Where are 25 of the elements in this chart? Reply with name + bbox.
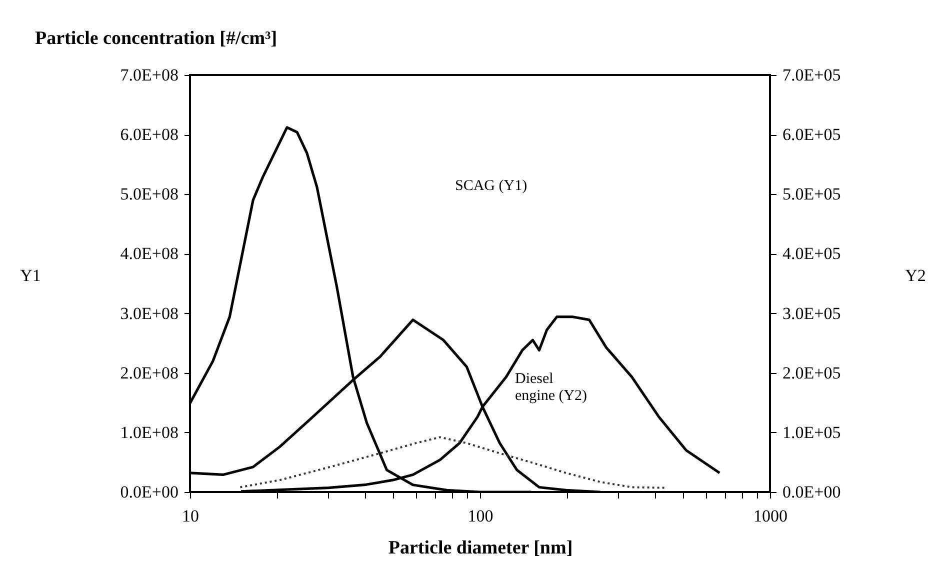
y-tick-label: 0.0E+00 [120, 482, 178, 502]
y2-axis-title: Y2 [905, 266, 926, 285]
chart-title: Particle concentration [#/cm³] [35, 28, 278, 49]
y-tick-label: 2.0E+08 [120, 363, 178, 382]
x-tick-label: 100 [468, 506, 494, 526]
annotation: SCAG (Y1) [455, 178, 528, 194]
y-tick-label: 7.0E+08 [120, 66, 178, 84]
y2-tick-label: 2.0E+05 [782, 363, 841, 382]
y-tick-label: 3.0E+08 [120, 304, 178, 323]
y2-tick-label: 6.0E+05 [782, 125, 841, 144]
y2-tick-label: 3.0E+05 [782, 304, 841, 323]
y2-tick-label: 7.0E+05 [782, 66, 841, 84]
x-tick-label: 1000 [754, 506, 788, 526]
y2-tick-label: 0.0E+00 [782, 482, 841, 502]
y2-tick-label: 1.0E+05 [782, 422, 841, 442]
y2-tick-label: 4.0E+05 [782, 244, 841, 264]
y-tick-label: 6.0E+08 [120, 125, 178, 144]
annotation: Diesel engine (Y2) [515, 371, 588, 404]
x-tick-label: 10 [182, 506, 199, 526]
x-axis-title: Particle diameter [nm] [388, 538, 573, 558]
y-tick-label: 4.0E+08 [120, 244, 178, 264]
y-axis-title: Y1 [20, 266, 41, 285]
y-tick-label: 5.0E+08 [120, 184, 178, 204]
y2-tick-label: 5.0E+05 [782, 184, 841, 204]
y-tick-label: 1.0E+08 [120, 422, 178, 442]
